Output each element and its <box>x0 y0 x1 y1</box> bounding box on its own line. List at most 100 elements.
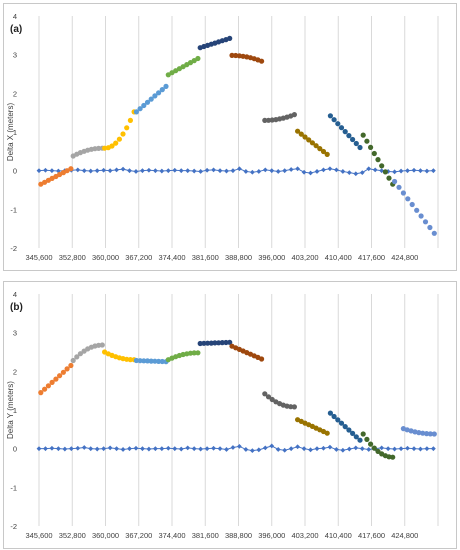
x-tick-label: 417,600 <box>358 531 385 540</box>
baseline-marker <box>172 167 178 173</box>
baseline-marker <box>327 166 333 172</box>
series-1-point <box>68 166 74 172</box>
series-7-point <box>259 356 265 362</box>
series-1-point <box>42 386 48 392</box>
series-12-point <box>408 428 414 434</box>
series-9-point <box>320 148 327 155</box>
baseline-marker <box>191 168 197 174</box>
series-3-point <box>127 357 133 363</box>
baseline-marker <box>152 446 158 452</box>
baseline-marker <box>301 169 307 175</box>
x-tick-label: 396,000 <box>258 531 285 540</box>
series-3-point <box>124 125 130 131</box>
series-10-point <box>331 117 337 123</box>
baseline-marker <box>334 447 339 452</box>
baseline-marker <box>146 446 152 452</box>
series-4-point <box>148 96 154 102</box>
baseline-marker <box>120 166 126 172</box>
series-1-point <box>49 379 55 385</box>
baseline-marker <box>237 443 242 449</box>
baseline-marker <box>424 446 430 452</box>
baseline-marker <box>75 167 81 173</box>
baseline-marker <box>237 166 242 172</box>
series-11-point <box>368 441 374 447</box>
baseline-marker <box>346 446 352 452</box>
baseline-marker <box>385 446 391 452</box>
baseline-marker <box>217 168 223 174</box>
series-3-point <box>124 356 130 362</box>
series-2-point <box>77 351 83 357</box>
series-10-point <box>338 125 345 131</box>
baseline-marker <box>282 447 288 453</box>
series-2-point <box>74 354 80 360</box>
baseline-marker <box>398 168 404 174</box>
baseline-marker <box>120 447 126 452</box>
baseline-marker <box>418 168 423 174</box>
series-4-point <box>141 102 147 109</box>
baseline-marker <box>198 446 204 452</box>
baseline-marker <box>178 446 184 452</box>
baseline-marker <box>411 446 417 452</box>
series-10-point <box>353 140 359 147</box>
baseline-marker <box>262 445 268 451</box>
series-10-point <box>338 420 345 426</box>
series-10-point <box>342 424 348 430</box>
series-10-point <box>331 413 337 420</box>
series-6-point <box>201 340 207 346</box>
baseline-marker <box>101 167 107 173</box>
series-10-point <box>346 427 352 433</box>
x-tick-label: 381,600 <box>192 253 219 262</box>
y-axis-label: Delta X (meters) <box>6 103 15 162</box>
baseline-marker <box>392 446 397 452</box>
series-6-point <box>212 340 218 346</box>
baseline-marker <box>43 167 48 173</box>
series-11-point <box>360 431 366 437</box>
series-4-point <box>137 358 143 364</box>
baseline-marker <box>379 445 385 451</box>
series-12-point <box>414 207 420 213</box>
baseline-marker <box>81 445 87 450</box>
baseline-marker <box>256 169 262 174</box>
x-tick-label: 381,600 <box>192 531 219 540</box>
series-10-point <box>335 121 341 127</box>
series-6-point <box>227 35 233 41</box>
series-10-point <box>342 129 348 135</box>
x-tick-label: 403,200 <box>291 253 318 262</box>
baseline-marker <box>385 169 391 174</box>
baseline-marker <box>224 447 229 452</box>
series-2-point <box>70 357 76 364</box>
baseline-marker <box>308 170 313 176</box>
series-8-point <box>269 396 275 403</box>
x-tick-label: 345,600 <box>25 253 52 262</box>
series-12-point <box>418 213 424 219</box>
baseline-marker <box>340 169 346 174</box>
baseline-marker <box>165 168 171 174</box>
series-10-point <box>350 430 356 436</box>
baseline-marker <box>334 167 339 173</box>
baseline-marker <box>359 170 365 175</box>
series-8-point <box>288 404 294 410</box>
series-6-point <box>197 340 203 347</box>
series-9-point <box>324 151 330 157</box>
series-9-point <box>298 131 304 137</box>
series-6-point <box>219 340 225 346</box>
series-3-point <box>116 136 122 142</box>
y-tick-label: -1 <box>10 483 17 492</box>
series-2-point <box>99 342 105 348</box>
baseline-marker <box>269 168 275 174</box>
series-4-point <box>144 358 151 364</box>
baseline-marker <box>359 446 365 452</box>
series-4-point <box>133 109 139 115</box>
y-tick-label: 1 <box>13 128 17 137</box>
series-1-point <box>68 362 74 369</box>
series-11-point <box>375 448 381 454</box>
series-4-point <box>152 93 158 99</box>
series-11-point <box>364 436 370 442</box>
x-tick-label: 345,600 <box>25 531 52 540</box>
baseline-marker <box>353 171 359 177</box>
series-12-point <box>409 201 415 208</box>
baseline-marker <box>282 168 288 174</box>
baseline-marker <box>243 447 249 452</box>
baseline-marker <box>372 167 378 173</box>
baseline-marker <box>230 168 236 174</box>
